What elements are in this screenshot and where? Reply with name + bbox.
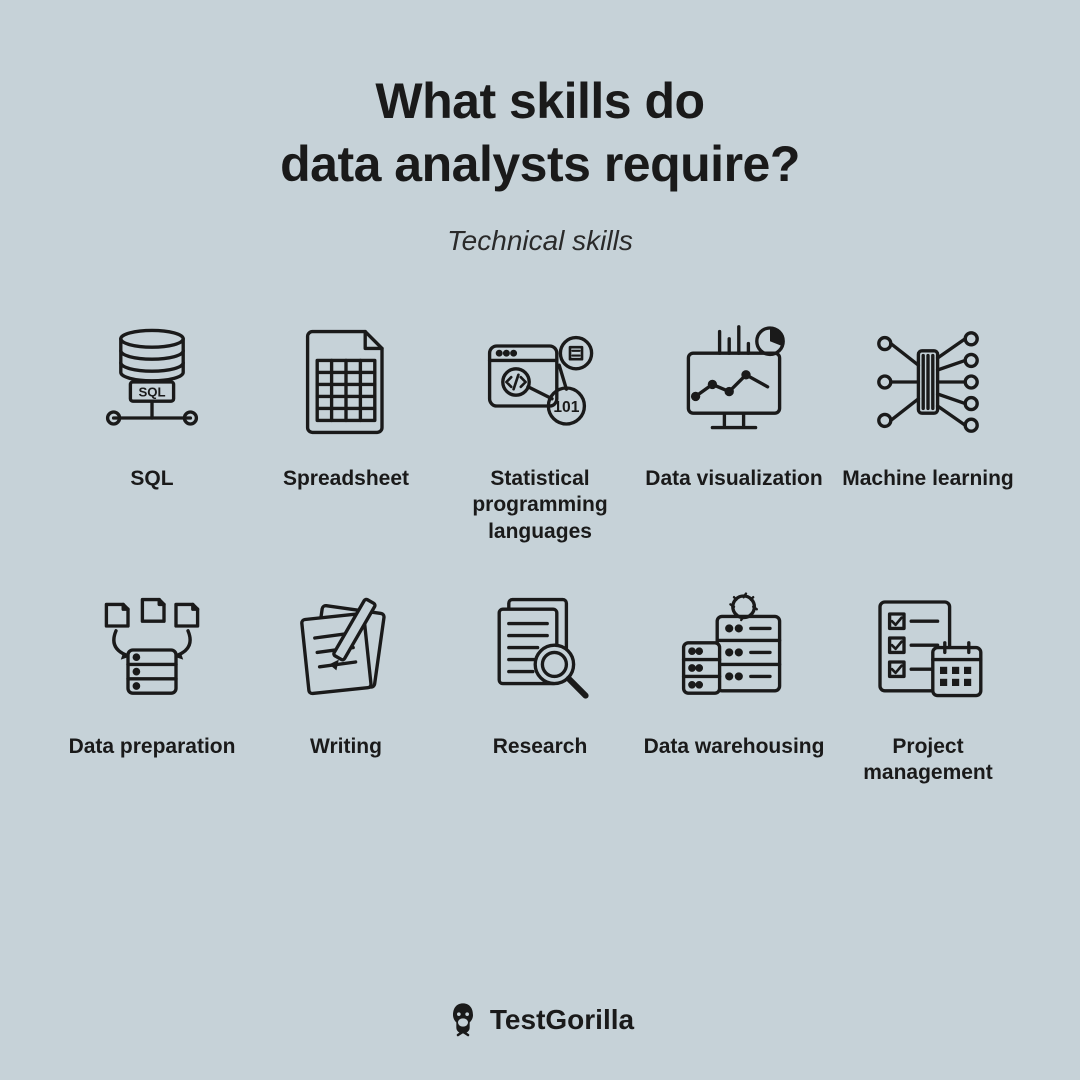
skill-statistical-programming: 101 Statistical programming languages	[448, 312, 632, 545]
skill-sql: SQL SQL	[60, 312, 244, 545]
skill-machine-learning: Machine learning	[836, 312, 1020, 545]
checklist-calendar-icon	[858, 580, 998, 720]
title-line-1: What skills do	[375, 73, 704, 129]
skill-writing: Writing	[254, 580, 438, 787]
skill-label: Statistical programming languages	[448, 466, 632, 545]
skill-label: Project management	[836, 734, 1020, 787]
skill-spreadsheet: Spreadsheet	[254, 312, 438, 545]
footer-brand: TestGorilla	[446, 1000, 634, 1040]
page-title: What skills do data analysts require?	[280, 70, 800, 195]
data-prep-icon	[82, 580, 222, 720]
skill-label: Writing	[310, 734, 382, 760]
skill-label: Research	[493, 734, 588, 760]
gorilla-logo-icon	[446, 1000, 480, 1040]
subtitle: Technical skills	[447, 225, 633, 257]
chart-monitor-icon	[664, 312, 804, 452]
title-line-2: data analysts require?	[280, 136, 800, 192]
skill-label: Data visualization	[645, 466, 822, 492]
skill-data-visualization: Data visualization	[642, 312, 826, 545]
skills-grid: SQL SQL Spreadsheet	[60, 312, 1020, 786]
sql-database-icon: SQL	[82, 312, 222, 452]
magnifier-doc-icon	[470, 580, 610, 720]
skill-label: SQL	[130, 466, 173, 492]
skill-data-warehousing: Data warehousing	[642, 580, 826, 787]
server-warehouse-icon	[664, 580, 804, 720]
svg-text:101: 101	[553, 399, 579, 416]
skill-research: Research	[448, 580, 632, 787]
skill-data-preparation: Data preparation	[60, 580, 244, 787]
skill-project-management: Project management	[836, 580, 1020, 787]
footer-brand-text: TestGorilla	[490, 1004, 634, 1036]
skill-label: Data preparation	[69, 734, 236, 760]
code-terminal-icon: 101	[470, 312, 610, 452]
neural-network-icon	[858, 312, 998, 452]
svg-text:SQL: SQL	[138, 384, 165, 399]
spreadsheet-icon	[276, 312, 416, 452]
pencil-note-icon	[276, 580, 416, 720]
skill-label: Machine learning	[842, 466, 1014, 492]
skill-label: Spreadsheet	[283, 466, 409, 492]
skill-label: Data warehousing	[644, 734, 825, 760]
